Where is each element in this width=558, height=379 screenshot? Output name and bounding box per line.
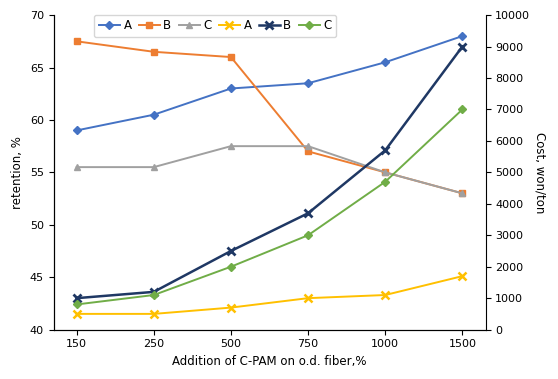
A: [459, 34, 466, 38]
C: [228, 265, 234, 269]
C: [459, 191, 466, 196]
X-axis label: Addition of C-PAM on o.d. fiber,%: Addition of C-PAM on o.d. fiber,%: [172, 355, 367, 368]
Line: C: C: [74, 106, 465, 308]
C: [382, 170, 388, 175]
B: [382, 148, 388, 153]
B: [151, 290, 157, 294]
C: [382, 180, 388, 184]
C: [305, 233, 311, 238]
B: [459, 44, 466, 49]
B: [73, 39, 80, 44]
Legend: A, B, C, A, B, C: A, B, C, A, B, C: [94, 15, 336, 37]
Line: A: A: [73, 273, 466, 318]
A: [305, 81, 311, 86]
A: [73, 128, 80, 133]
C: [228, 144, 234, 149]
C: [151, 165, 157, 169]
A: [151, 312, 157, 316]
A: [382, 293, 388, 297]
C: [73, 302, 80, 307]
A: [228, 86, 234, 91]
Line: A: A: [74, 33, 465, 133]
Line: B: B: [73, 43, 466, 302]
Y-axis label: Cost, won/ton: Cost, won/ton: [534, 132, 547, 213]
C: [459, 107, 466, 112]
C: [73, 165, 80, 169]
B: [151, 50, 157, 54]
A: [73, 312, 80, 316]
C: [151, 293, 157, 297]
Line: C: C: [74, 143, 465, 196]
A: [459, 274, 466, 279]
A: [305, 296, 311, 301]
B: [73, 296, 80, 301]
Line: B: B: [74, 38, 465, 196]
B: [228, 249, 234, 253]
Y-axis label: retention, %: retention, %: [11, 136, 24, 209]
B: [382, 170, 388, 175]
B: [459, 191, 466, 196]
B: [305, 211, 311, 216]
A: [382, 60, 388, 64]
B: [228, 55, 234, 60]
B: [305, 149, 311, 153]
A: [151, 113, 157, 117]
A: [228, 305, 234, 310]
C: [305, 144, 311, 149]
